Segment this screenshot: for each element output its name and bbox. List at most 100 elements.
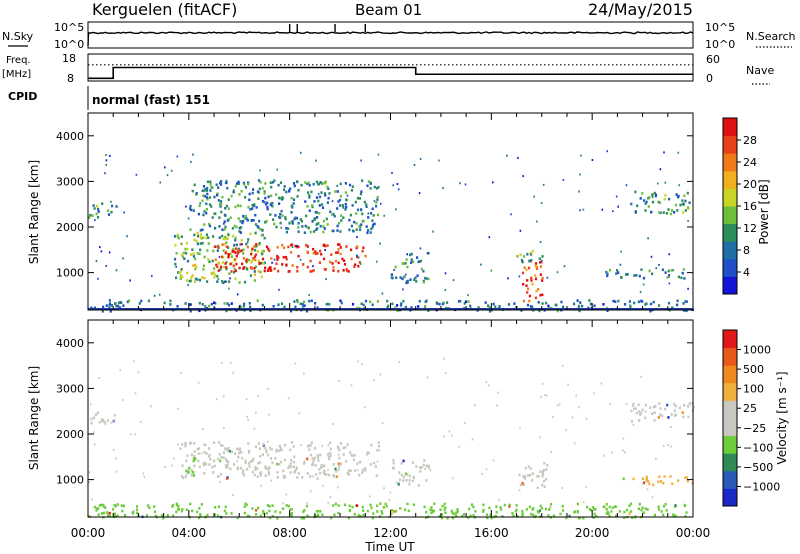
heatmap-cell: [223, 265, 226, 269]
nsearch-tick-lo: 10^0: [705, 38, 735, 51]
heatmap-cell: [444, 506, 447, 509]
heatmap-cell: [186, 454, 189, 457]
heatmap-cell: [562, 509, 565, 512]
heatmap-cell: [113, 512, 116, 516]
heatmap-cell: [221, 228, 224, 232]
heatmap-cell: [672, 269, 675, 272]
heatmap-cell: [363, 200, 366, 204]
heatmap-cell: [373, 185, 376, 189]
heatmap-cell: [229, 262, 232, 266]
heatmap-cell: [347, 469, 350, 472]
heatmap-cell: [639, 291, 642, 294]
heatmap-cell: [337, 200, 340, 203]
heatmap-cell: [166, 514, 169, 517]
heatmap-cell: [185, 474, 188, 477]
heatmap-cell: [247, 182, 250, 186]
heatmap-cell: [485, 381, 488, 383]
heatmap-cell: [283, 185, 286, 188]
heatmap-cell: [366, 231, 369, 235]
heatmap-cell: [239, 306, 242, 309]
heatmap-cell: [225, 309, 228, 313]
heatmap-cell: [126, 235, 128, 238]
heatmap-cell: [110, 210, 113, 214]
heatmap-cell: [253, 245, 256, 248]
heatmap-cell: [206, 180, 209, 184]
heatmap-cell: [393, 269, 395, 271]
heatmap-cell: [299, 258, 302, 261]
heatmap-cell: [356, 255, 359, 259]
heatmap-cell: [177, 505, 180, 508]
heatmap-cell: [90, 306, 93, 310]
heatmap-cell: [390, 512, 393, 515]
heatmap-cell: [558, 403, 561, 406]
heatmap-cell: [353, 265, 356, 268]
heatmap-cell: [315, 196, 319, 199]
heatmap-cell: [316, 477, 319, 480]
heatmap-cell: [198, 465, 201, 469]
heatmap-cell: [293, 217, 296, 221]
heatmap-cell: [213, 441, 216, 444]
heatmap-cell: [369, 495, 371, 498]
heatmap-cell: [467, 294, 469, 297]
heatmap-cell: [302, 263, 305, 266]
colorbar-segment: [723, 400, 737, 419]
heatmap-cell: [562, 305, 565, 309]
heatmap-cell: [262, 511, 265, 515]
heatmap-cell: [683, 194, 686, 198]
heatmap-cell: [412, 503, 416, 506]
heatmap-cell: [227, 246, 230, 249]
heatmap-cell: [107, 209, 110, 212]
freq-label: Freq.: [6, 55, 31, 66]
heatmap-cell: [217, 269, 220, 272]
heatmap-cell: [572, 302, 576, 306]
heatmap-cell: [126, 300, 129, 304]
heatmap-cell: [270, 257, 273, 260]
heatmap-cell: [249, 460, 252, 463]
heatmap-cell: [306, 245, 309, 248]
heatmap-cell: [279, 216, 282, 219]
heatmap-cell: [653, 191, 656, 195]
heatmap-cell: [192, 457, 195, 460]
heatmap-cell: [249, 309, 252, 313]
heatmap-cell: [102, 503, 105, 507]
heatmap-cell: [637, 300, 640, 304]
heatmap-cell: [285, 493, 288, 496]
heatmap-cell: [612, 299, 615, 303]
heatmap-cell: [617, 299, 620, 303]
heatmap-cell: [317, 192, 320, 195]
heatmap-cell: [304, 200, 307, 203]
heatmap-cell: [641, 192, 644, 195]
heatmap-cell: [248, 449, 251, 453]
heatmap-cell: [108, 511, 111, 515]
heatmap-cell: [355, 212, 358, 215]
heatmap-cell: [328, 192, 331, 195]
heatmap-cell: [562, 178, 565, 181]
heatmap-cell: [260, 234, 263, 237]
heatmap-cell: [342, 216, 345, 219]
heatmap-cell: [657, 416, 660, 419]
heatmap-cell: [203, 461, 206, 465]
heatmap-cell: [193, 450, 196, 453]
heatmap-cell: [642, 481, 646, 485]
heatmap-cell: [222, 249, 225, 252]
heatmap-cell: [276, 471, 279, 474]
heatmap-cell: [264, 182, 267, 185]
heatmap-cell: [280, 209, 283, 213]
heatmap-cell: [675, 203, 678, 207]
heatmap-cell: [605, 512, 608, 515]
heatmap-cell: [419, 466, 422, 469]
heatmap-cell: [323, 227, 326, 230]
colorbar-segment: [723, 188, 737, 207]
heatmap-cell: [191, 189, 194, 193]
heatmap-cell: [658, 304, 661, 307]
heatmap-cell: [261, 252, 264, 256]
heatmap-cell: [362, 246, 365, 250]
heatmap-cell: [323, 464, 326, 467]
heatmap-cell: [678, 406, 681, 410]
heatmap-cell: [128, 299, 131, 302]
heatmap-cell: [571, 416, 574, 419]
heatmap-cell: [294, 362, 297, 365]
heatmap-cell: [528, 505, 531, 509]
heatmap-cell: [233, 267, 236, 271]
heatmap-cell: [309, 270, 312, 273]
